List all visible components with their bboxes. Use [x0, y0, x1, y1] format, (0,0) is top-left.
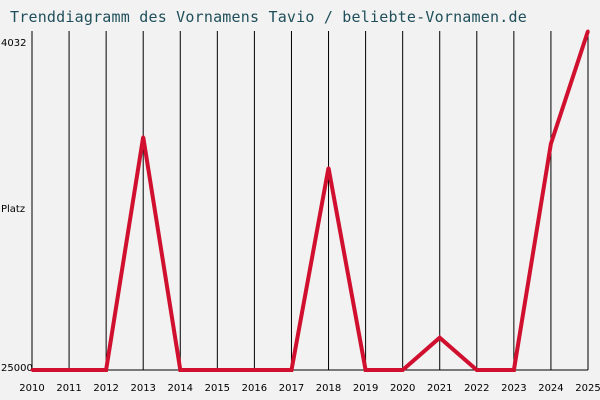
x-tick-label-2010: 2010	[19, 383, 44, 394]
x-tick-labels: 2010 2011 2012 2013 2014 2015 2016 2017 2018 2019…	[19, 383, 600, 394]
x-tick-label-2021: 2021	[427, 383, 452, 394]
x-tick-label-2016: 2016	[242, 383, 267, 394]
x-tick-label-2017: 2017	[279, 383, 304, 394]
series-line	[32, 30, 590, 372]
data-point-2015	[215, 368, 219, 372]
x-tick-label-2020: 2020	[390, 383, 415, 394]
data-point-2018	[327, 166, 331, 170]
x-tick-label-2015: 2015	[205, 383, 230, 394]
data-point-2024	[549, 142, 553, 146]
data-point-2022	[475, 368, 479, 372]
data-point-2014	[178, 368, 182, 372]
y-tick-label-bottom: 25000	[1, 363, 33, 374]
x-tick-label-2022: 2022	[464, 383, 489, 394]
data-point-2011	[67, 368, 71, 372]
data-point-2012	[104, 368, 108, 372]
data-point-2017	[289, 368, 293, 372]
x-tick-label-2013: 2013	[130, 383, 155, 394]
chart-title: Trenddiagramm des Vornamens Tavio / beli…	[10, 8, 527, 26]
y-tick-label-top: 4032	[1, 38, 26, 49]
data-point-2023	[512, 368, 516, 372]
x-tick-label-2023: 2023	[501, 383, 526, 394]
data-point-2013	[141, 135, 145, 139]
x-tick-label-2018: 2018	[316, 383, 341, 394]
grid-layer	[68, 31, 589, 370]
data-point-2016	[252, 368, 256, 372]
series-layer	[30, 29, 590, 372]
data-point-2025	[586, 29, 590, 33]
data-point-2020	[401, 368, 405, 372]
y-axis-label: Platz	[1, 204, 25, 215]
x-tick-label-2014: 2014	[168, 383, 193, 394]
x-tick-label-2012: 2012	[93, 383, 118, 394]
x-tick-label-2011: 2011	[56, 383, 81, 394]
data-point-2021	[438, 336, 442, 340]
data-point-2010	[30, 368, 34, 372]
x-tick-label-2024: 2024	[538, 383, 563, 394]
data-point-2019	[364, 368, 368, 372]
x-tick-label-2025: 2025	[575, 383, 600, 394]
x-tick-label-2019: 2019	[353, 383, 378, 394]
